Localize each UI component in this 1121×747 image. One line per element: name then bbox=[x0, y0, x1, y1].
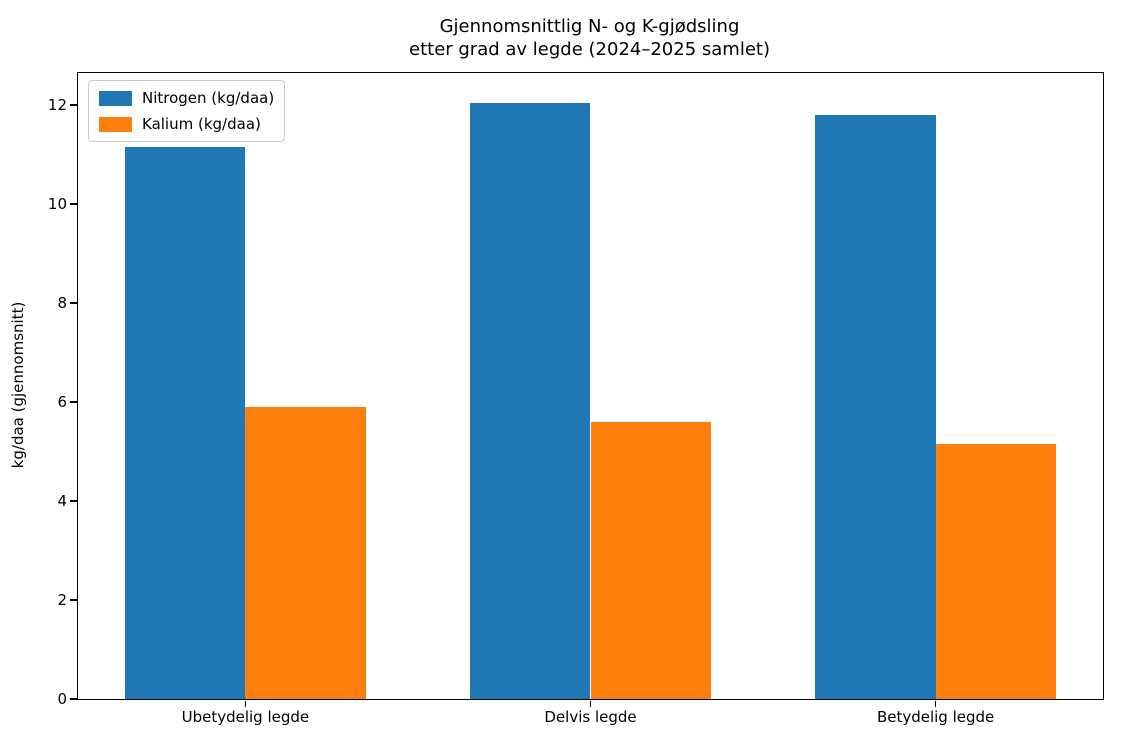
y-tick-label: 12 bbox=[47, 96, 67, 115]
bar-kalium-2 bbox=[935, 444, 1057, 699]
plot-area: Nitrogen (kg/daa) Kalium (kg/daa) 0 2 4 6 8 10… bbox=[48, 72, 1104, 726]
y-tick-mark bbox=[70, 401, 77, 403]
bar-kalium-1 bbox=[590, 421, 712, 699]
legend-label: Nitrogen (kg/daa) bbox=[142, 89, 275, 107]
y-tick-label: 8 bbox=[57, 294, 67, 313]
x-tick-mark bbox=[934, 700, 937, 707]
legend-row: Nitrogen (kg/daa) bbox=[99, 89, 274, 107]
chart-title: Gjennomsnittlig N- og K-gjødsling etter … bbox=[409, 16, 770, 60]
y-tick-label: 0 bbox=[57, 690, 67, 708]
y-tick-mark bbox=[70, 104, 77, 106]
y-tick-label: 2 bbox=[57, 591, 67, 610]
legend-row: Kalium (kg/daa) bbox=[99, 115, 274, 133]
x-tick-label: Delvis legde bbox=[544, 708, 637, 726]
x-tick-mark bbox=[244, 700, 247, 707]
y-tick-label: 10 bbox=[47, 195, 67, 214]
y-tick-mark bbox=[70, 599, 77, 601]
legend: Nitrogen (kg/daa) Kalium (kg/daa) bbox=[88, 80, 286, 142]
y-tick-label: 4 bbox=[57, 492, 67, 511]
x-tick-label: Ubetydelig legde bbox=[181, 708, 310, 726]
y-tick-mark bbox=[70, 698, 77, 700]
bar-nitrogen-0 bbox=[124, 147, 246, 699]
y-tick-mark bbox=[70, 203, 77, 205]
x-tick-mark bbox=[589, 700, 592, 707]
bar-nitrogen-1 bbox=[469, 102, 591, 699]
bar-kalium-0 bbox=[245, 407, 367, 699]
y-tick-label: 6 bbox=[57, 393, 67, 412]
legend-label: Kalium (kg/daa) bbox=[142, 115, 261, 133]
bar-nitrogen-2 bbox=[814, 115, 936, 699]
y-tick-mark bbox=[70, 500, 77, 502]
y-axis-label: kg/daa (gjennomsnitt) bbox=[9, 301, 27, 469]
legend-swatch bbox=[99, 116, 132, 132]
y-tick-mark bbox=[70, 302, 77, 304]
legend-swatch bbox=[99, 90, 132, 106]
x-tick-label: Betydelig legde bbox=[876, 708, 995, 726]
